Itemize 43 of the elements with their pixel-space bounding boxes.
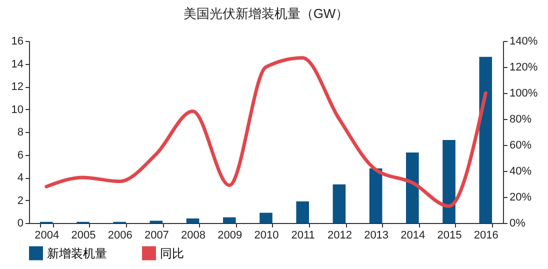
y-tick-label: 10 xyxy=(11,104,24,116)
legend-label: 同比 xyxy=(160,246,184,260)
x-tick-label: 2016 xyxy=(474,230,498,242)
line-series xyxy=(44,56,488,208)
chart-title: 美国光伏新增装机量（GW） xyxy=(183,6,349,21)
bar xyxy=(369,168,382,223)
y2-tick-label: 100% xyxy=(510,88,538,100)
bar xyxy=(479,56,492,223)
y2-tick-label: 0% xyxy=(510,218,526,230)
y-tick-label: 0 xyxy=(17,218,24,230)
bar xyxy=(406,152,419,223)
y-tick-label: 6 xyxy=(17,149,24,162)
x-tick-label: 2007 xyxy=(144,230,169,242)
y-tick-label: 14 xyxy=(11,58,24,70)
x-tick-label: 2008 xyxy=(181,230,206,242)
x-tick-label: 2013 xyxy=(364,230,389,242)
x-tick-label: 2004 xyxy=(34,230,60,242)
y2-tick-label: 120% xyxy=(510,62,538,74)
bar xyxy=(332,184,346,223)
y2-tick-label: 20% xyxy=(510,192,532,204)
bar xyxy=(260,212,272,223)
bar xyxy=(442,140,456,223)
y-tick-label: 8 xyxy=(17,126,24,138)
y2-tick-label: 60% xyxy=(510,140,532,152)
y2-tick-label: 40% xyxy=(510,166,532,178)
y-tick-label: 2 xyxy=(17,194,24,207)
y-tick-label: 4 xyxy=(17,172,24,184)
y-tick-label: 12 xyxy=(11,81,24,93)
x-tick-label: 2011 xyxy=(291,230,315,242)
x-tick-label: 2014 xyxy=(400,230,426,242)
x-tick-label: 2015 xyxy=(437,230,462,242)
x-tick-label: 2009 xyxy=(218,230,242,242)
y2-tick-label: 80% xyxy=(510,114,532,126)
x-tick-label: 2005 xyxy=(71,230,96,242)
bar xyxy=(222,217,236,223)
x-tick-label: 2006 xyxy=(108,230,132,242)
y-tick-label: 16 xyxy=(11,36,24,48)
legend-label: 新增装机量 xyxy=(47,246,107,260)
y2-tick-label: 140% xyxy=(510,36,538,48)
x-tick-label: 2012 xyxy=(327,230,352,242)
bar xyxy=(186,218,200,223)
x-tick-label: 2010 xyxy=(254,230,279,242)
bar xyxy=(296,201,310,223)
